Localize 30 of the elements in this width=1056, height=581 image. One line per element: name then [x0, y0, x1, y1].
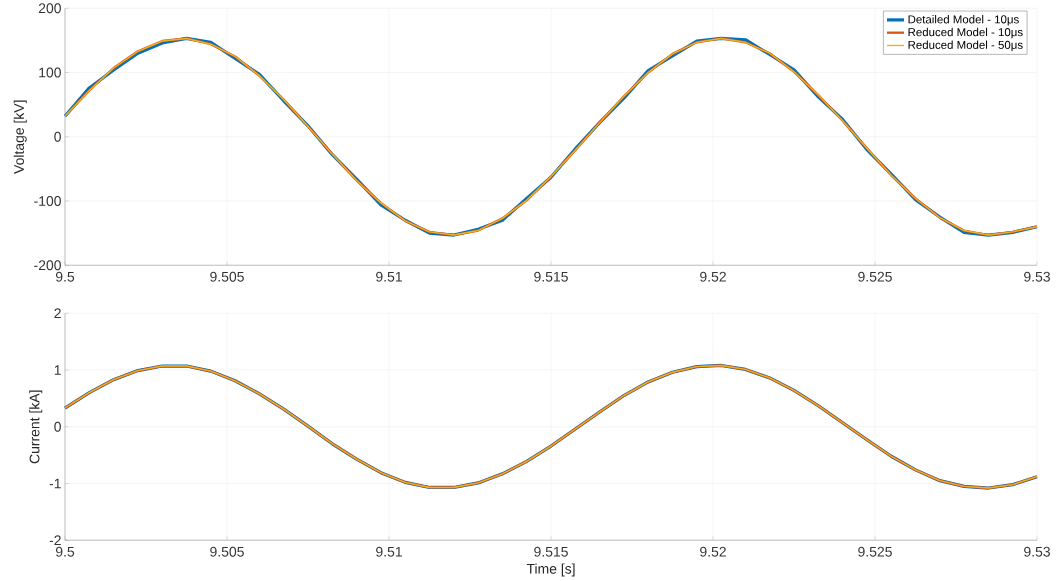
legend-label: Reduced Model - 50μs — [908, 40, 1023, 51]
x-tick-label: 9.51 — [376, 271, 402, 282]
x-tick-label: 9.52 — [700, 546, 726, 557]
y-tick-label: 2 — [54, 308, 61, 318]
y-tick-label: -2 — [49, 535, 61, 545]
y-tick-label: -100 — [34, 195, 61, 206]
x-tick-label: 9.5 — [55, 271, 75, 282]
legend-label: Detailed Model - 10μs — [908, 14, 1019, 26]
x-tick-label: 9.53 — [1024, 546, 1050, 557]
y-tick-label: 100 — [39, 67, 61, 78]
y-axis-title: Current [kA] — [29, 390, 43, 464]
y-tick-label: 0 — [54, 421, 61, 432]
x-tick-label: 9.53 — [1024, 271, 1050, 282]
y-tick-label: 0 — [54, 131, 61, 142]
y-tick-label: -1 — [49, 478, 61, 489]
x-axis-title: Time [s] — [526, 563, 575, 577]
x-tick-label: 9.515 — [534, 546, 568, 557]
y-axis-title: Voltage [kV] — [13, 100, 27, 174]
x-tick-label: 9.51 — [376, 546, 402, 557]
x-tick-label: 9.525 — [858, 271, 892, 282]
x-tick-label: 9.52 — [700, 271, 726, 282]
x-tick-label: 9.525 — [858, 546, 892, 557]
x-tick-label: 9.5 — [55, 546, 75, 557]
x-tick-label: 9.505 — [210, 271, 244, 282]
y-tick-label: -200 — [34, 260, 61, 271]
y-tick-label: 200 — [38, 3, 61, 14]
x-tick-label: 9.505 — [210, 546, 244, 557]
x-tick-label: 9.515 — [534, 271, 568, 282]
y-tick-label: 1 — [54, 365, 61, 375]
legend-label: Reduced Model - 10μs — [908, 27, 1023, 39]
